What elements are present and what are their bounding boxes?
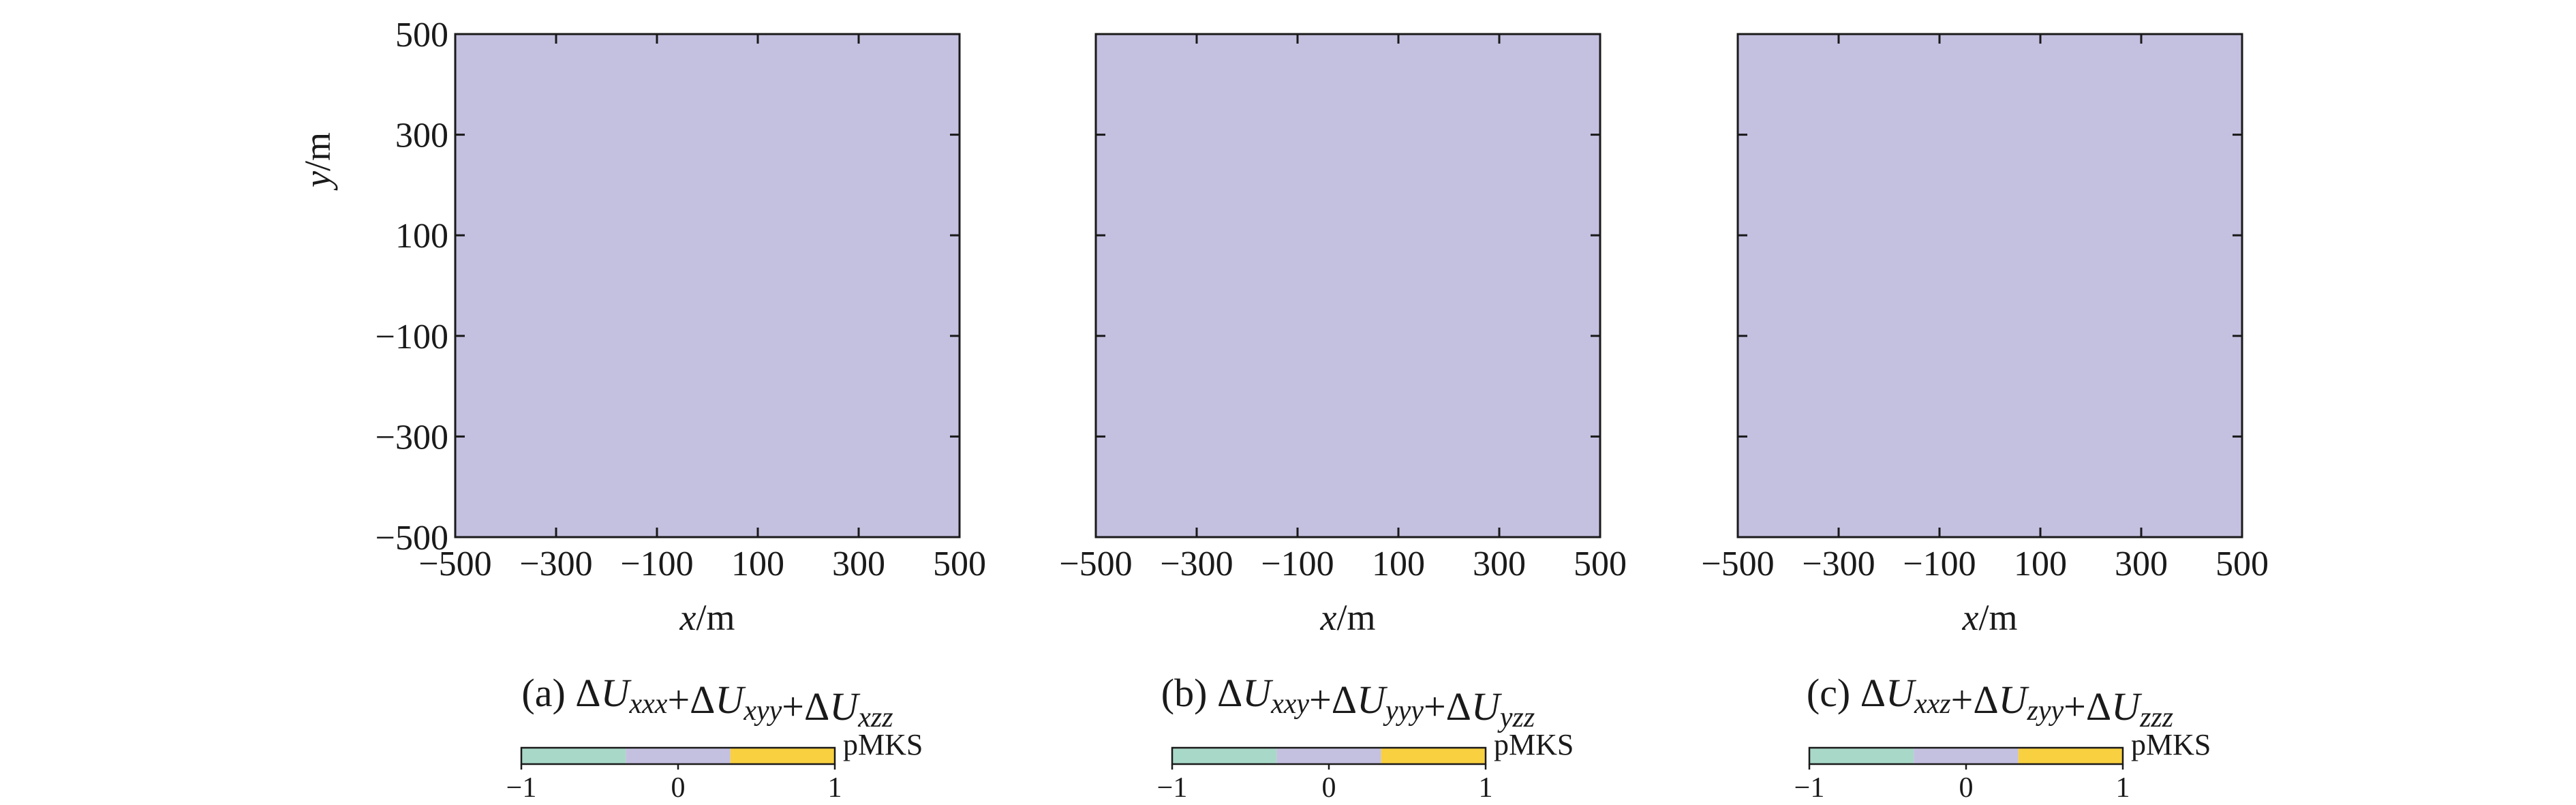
- y-tick-label: −100: [375, 318, 448, 356]
- colorbar-tick-label: 1: [828, 772, 842, 804]
- panel-b: −500 −300 −100 100 300 500 x/m (b) ΔUxxy+ΔUyyy+…: [1059, 33, 1627, 733]
- x-tick-label: 500: [2215, 545, 2269, 583]
- x-tick-label: 500: [1574, 545, 1627, 583]
- heatmap-cell: [1096, 34, 1600, 537]
- x-tick-label: 300: [1473, 545, 1526, 583]
- x-axis-label: x/m: [1320, 597, 1376, 638]
- colorbar-tick-label: 0: [671, 772, 686, 804]
- x-tick-label: 100: [731, 545, 784, 583]
- panel-caption: (c) ΔUxxz+ΔUzyy+ΔUzzz: [1807, 671, 2173, 733]
- x-tick-label: 300: [832, 545, 885, 583]
- colorbar-segment: [626, 748, 731, 764]
- x-tick-label: −500: [418, 545, 491, 583]
- x-tick-label: 100: [1372, 545, 1425, 583]
- heatmap-cell: [455, 34, 960, 537]
- x-axis-label: x/m: [1962, 597, 2018, 638]
- panel-c: −500 −300 −100 100 300 500 x/m (c) ΔUxxz+ΔUzyy+…: [1701, 33, 2269, 733]
- heatmap-cell: [1738, 34, 2242, 537]
- x-tick-label: 300: [2115, 545, 2168, 583]
- colorbar-unit: pMKS: [2131, 728, 2211, 761]
- colorbar-unit: pMKS: [843, 728, 923, 761]
- y-tick-label: −500: [375, 519, 448, 558]
- colorbar-segment: [1381, 748, 1486, 764]
- colorbar-segment: [2018, 748, 2123, 764]
- x-tick-label: −100: [620, 545, 693, 583]
- x-tick-label: −100: [1261, 545, 1334, 583]
- colorbar-segment: [1172, 748, 1277, 764]
- y-tick-label: −300: [375, 418, 448, 457]
- x-tick-label: −500: [1059, 545, 1132, 583]
- colorbar-tick-label: −1: [1794, 772, 1825, 804]
- plot-frame: [1094, 33, 1601, 538]
- colorbar-tick-label: 0: [1322, 772, 1336, 804]
- x-tick-label: −300: [1802, 545, 1875, 583]
- colorbar-tick-label: 0: [1959, 772, 1974, 804]
- x-tick-label: −100: [1903, 545, 1976, 583]
- plot-frame: [1736, 33, 2243, 538]
- colorbar-segment: [730, 748, 835, 764]
- x-tick-label: −500: [1701, 545, 1774, 583]
- colorbar-tick-label: 1: [1479, 772, 1493, 804]
- y-tick-label: 100: [395, 217, 448, 256]
- colorbar-segment: [1914, 748, 2019, 764]
- panel-caption: (b) ΔUxxy+ΔUyyy+ΔUyzz: [1161, 671, 1535, 733]
- colorbar-segment: [521, 748, 626, 764]
- colorbar-tick-label: 1: [2116, 772, 2130, 804]
- y-tick-label: 300: [395, 117, 448, 155]
- y-axis-label: y/m: [297, 132, 338, 191]
- colorbar-segment: [1809, 748, 1914, 764]
- x-tick-label: 500: [933, 545, 986, 583]
- x-tick-label: 100: [2014, 545, 2067, 583]
- panel-caption: (a) ΔUxxx+ΔUxyy+ΔUxzz: [521, 671, 893, 733]
- colorbar-tick-label: −1: [1157, 772, 1188, 804]
- colorbar-tick-label: −1: [506, 772, 537, 804]
- colorbar-unit: pMKS: [1494, 728, 1574, 761]
- y-tick-label: 500: [395, 16, 448, 55]
- x-tick-label: −300: [519, 545, 592, 583]
- x-axis-label: x/m: [679, 597, 735, 638]
- panel-a: −500 −300 −100 100 300 500 500 300 100 −100 −300 −5…: [297, 16, 986, 733]
- colorbar-segment: [1276, 748, 1381, 764]
- plot-frame: [454, 33, 961, 538]
- x-tick-label: −300: [1160, 545, 1233, 583]
